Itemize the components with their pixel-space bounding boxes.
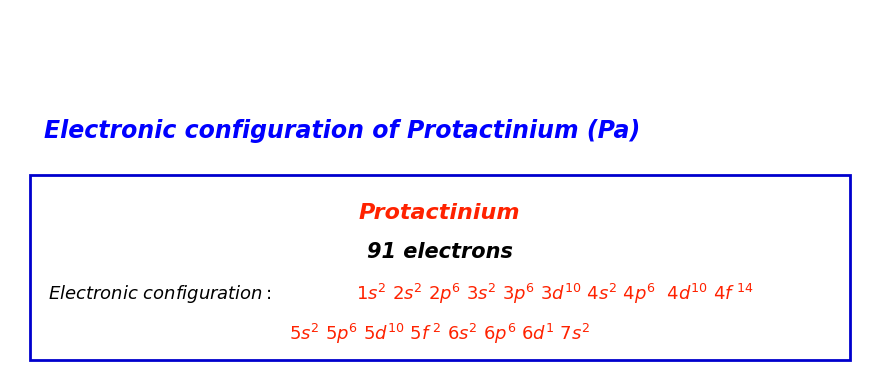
FancyBboxPatch shape	[30, 175, 849, 360]
Text: 91 electrons: 91 electrons	[366, 242, 512, 262]
Text: $\bf\it Electronic\ configuration\rm\bf\it :$: $\bf\it Electronic\ configuration\rm\bf\…	[48, 283, 272, 305]
Text: $\bf\it 1s^2\ 2s^2\ 2p^6\ 3s^2\ 3p^6\ 3d^{10}\ 4s^2\ 4p^6\ \ 4d^{10}\ 4f^{\ 14}$: $\bf\it 1s^2\ 2s^2\ 2p^6\ 3s^2\ 3p^6\ 3d…	[356, 282, 753, 306]
Text: $\bf\it 5s^2\ 5p^6\ 5d^{10}\ 5f^{\ 2}\ 6s^2\ 6p^6\ 6d^1\ 7s^2$: $\bf\it 5s^2\ 5p^6\ 5d^{10}\ 5f^{\ 2}\ 6…	[289, 322, 589, 346]
Text: Protactinium: Protactinium	[358, 203, 520, 223]
Text: Electronic configuration of Protactinium (Pa): Electronic configuration of Protactinium…	[44, 119, 639, 142]
